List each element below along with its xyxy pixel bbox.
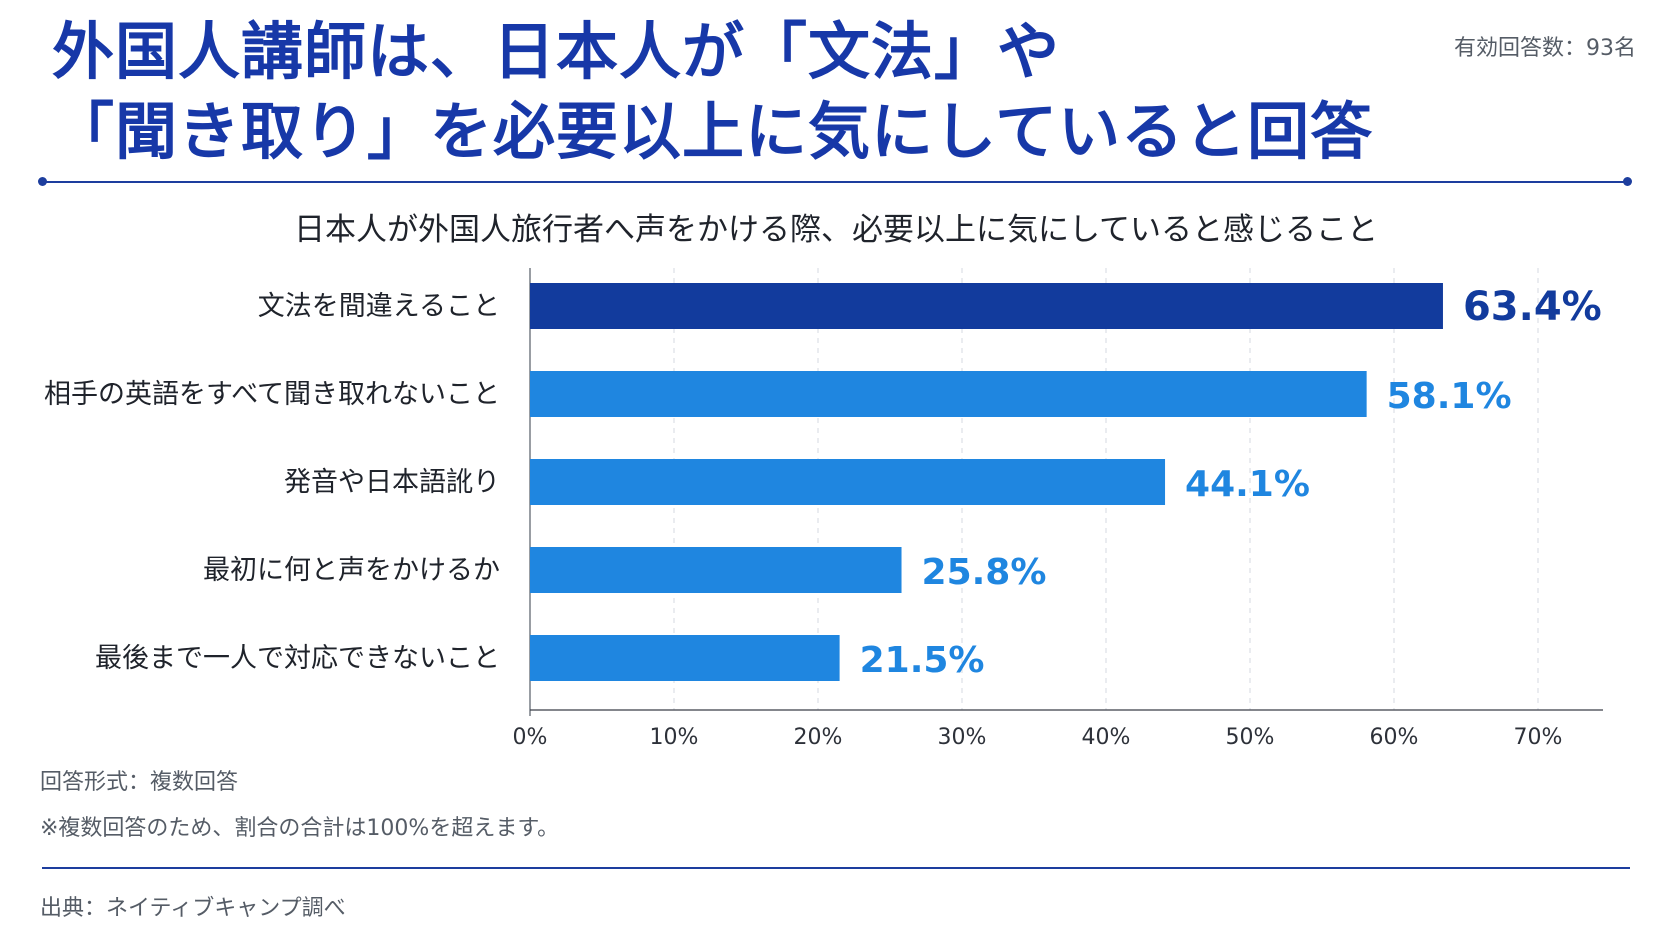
answer-format-note: 回答形式：複数回答 (40, 770, 239, 795)
percentage-note: ※複数回答のため、割合の合計は100%を超えます。 (40, 816, 560, 841)
x-tick-label: 20% (794, 725, 843, 750)
page-title: 外国人講師は、日本人が「文法」や 「聞き取り」を必要以上に気にしていると回答 (52, 12, 1373, 172)
x-tick-label: 70% (1514, 725, 1563, 750)
category-label: 相手の英語をすべて聞き取れないこと (44, 379, 500, 410)
divider-right-dot (1623, 177, 1632, 186)
title-line-1: 外国人講師は、日本人が「文法」や (52, 15, 1061, 88)
bar (530, 635, 840, 681)
bar-chart: 0% 10% 20% 30% 40% 50% 60% 70% 文法を間違えること 63.4% 相手の… (44, 268, 1603, 750)
x-tick-label: 10% (650, 725, 699, 750)
x-tick-label: 30% (938, 725, 987, 750)
sample-size-label: 有効回答数：93名 (1454, 36, 1636, 61)
data-label: 21.5% (860, 640, 985, 681)
data-label: 44.1% (1185, 464, 1310, 505)
bar (530, 547, 902, 593)
data-label: 63.4% (1463, 284, 1602, 330)
category-label: 最後まで一人で対応できないこと (95, 643, 500, 674)
data-label: 25.8% (922, 552, 1047, 593)
category-label: 発音や日本語訛り (284, 467, 500, 498)
x-tick-label: 50% (1226, 725, 1275, 750)
chart-title: 日本人が外国人旅行者へ声をかける際、必要以上に気にしていると感じること (293, 212, 1379, 248)
footer-divider (42, 867, 1630, 869)
title-line-2: 「聞き取り」を必要以上に気にしていると回答 (52, 95, 1374, 168)
source-label: 出典：ネイティブキャンプ調べ (40, 896, 346, 921)
divider-left-dot (38, 177, 47, 186)
category-label: 最初に何と声をかけるか (203, 555, 500, 586)
bar (530, 459, 1166, 505)
category-label: 文法を間違えること (258, 291, 500, 322)
data-label: 58.1% (1387, 376, 1512, 417)
x-tick-label: 60% (1370, 725, 1419, 750)
x-tick-label: 0% (513, 725, 548, 750)
x-tick-label: 40% (1082, 725, 1131, 750)
header-divider (42, 181, 1630, 183)
bar (530, 371, 1367, 417)
bar (530, 283, 1443, 329)
